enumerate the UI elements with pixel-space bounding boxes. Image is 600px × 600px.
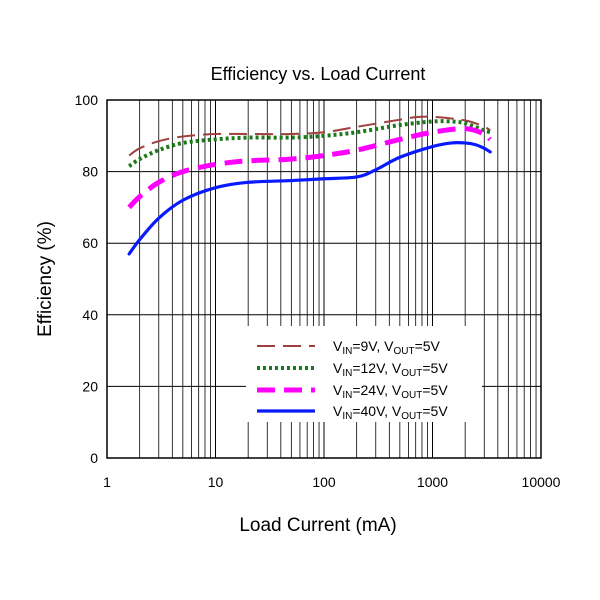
y-tick-label: 40 — [82, 307, 98, 323]
series-line-4 — [127, 141, 492, 256]
y-tick-labels: 0 20 40 60 80 100 — [75, 92, 99, 466]
y-tick-label: 60 — [82, 235, 98, 251]
legend-label-2: VIN=12V, VOUT=5V — [333, 360, 448, 379]
legend: VIN=9V, VOUT=5V VIN=12V, VOUT=5V VIN=24V, … — [246, 326, 482, 422]
legend-label-3: VIN=24V, VOUT=5V — [333, 382, 448, 401]
series-line-3 — [127, 126, 493, 210]
x-axis-label: Load Current (mA) — [239, 515, 396, 536]
y-tick-label: 80 — [82, 164, 98, 180]
y-tick-label: 100 — [75, 92, 99, 108]
x-tick-label: 10000 — [522, 474, 561, 490]
x-tick-label: 10 — [208, 474, 224, 490]
y-tick-label: 20 — [82, 378, 98, 394]
plot-frame — [106, 99, 542, 459]
y-tick-label: 0 — [90, 450, 98, 466]
x-tick-label: 1000 — [417, 474, 448, 490]
legend-label-1: VIN=9V, VOUT=5V — [333, 338, 441, 357]
series-lines — [127, 115, 493, 256]
legend-box — [246, 326, 482, 422]
series-line-2 — [127, 119, 491, 168]
series-line-1 — [128, 115, 491, 157]
y-axis-label: Efficiency (%) — [35, 221, 56, 337]
x-tick-label: 100 — [312, 474, 336, 490]
chart-title: Efficiency vs. Load Current — [211, 64, 426, 84]
x-tick-labels: 1 10 100 1000 10000 — [103, 474, 561, 490]
x-tick-label: 1 — [103, 474, 111, 490]
legend-label-4: VIN=40V, VOUT=5V — [333, 403, 448, 422]
